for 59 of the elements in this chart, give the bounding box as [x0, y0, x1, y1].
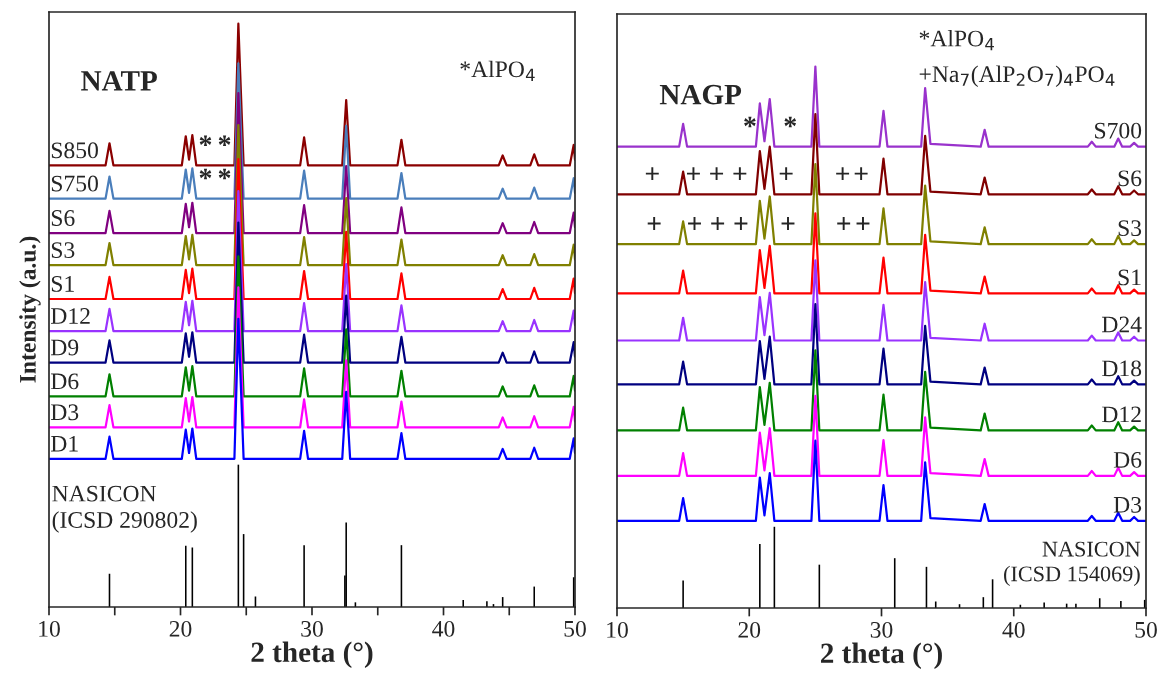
- series-label: D1: [50, 435, 78, 452]
- annotation: +: [688, 216, 701, 230]
- annotation: NASICON (ICSD 154069): [1004, 541, 1141, 586]
- annotation: +: [836, 167, 850, 181]
- annotation: +: [711, 216, 725, 230]
- series-label: S700: [1095, 122, 1142, 139]
- x-axis-title: 2 theta (°): [251, 641, 373, 669]
- annotation: +: [710, 167, 724, 181]
- series-label: S750: [51, 175, 98, 192]
- annotation: +: [686, 167, 700, 181]
- text: *AlPO$_{4}$: [919, 29, 994, 51]
- annotation: *: [784, 116, 797, 128]
- series-label: S1: [51, 276, 74, 292]
- x-tick-label: 20: [738, 621, 761, 638]
- x-tick-label: 10: [39, 620, 60, 637]
- annotation: +: [647, 216, 661, 230]
- annotation: *: [199, 135, 212, 147]
- series-label: S1: [1118, 269, 1141, 286]
- x-tick-label: 40: [432, 620, 455, 637]
- x-tick-label: 30: [870, 621, 893, 638]
- series-label: D24: [1102, 316, 1142, 333]
- series-label: S3: [51, 242, 75, 259]
- series-label: D9: [50, 339, 79, 356]
- series-label: D3: [50, 404, 79, 421]
- annotation: +: [781, 216, 795, 230]
- series-label: S3: [1118, 220, 1142, 237]
- annotation: NASICON (ICSD 290802): [52, 485, 197, 533]
- series-label: D12: [1102, 406, 1141, 423]
- series-label: S6: [1118, 170, 1142, 187]
- series-label: D12: [50, 308, 90, 324]
- text: +Na$_{7}$(AlP$_{2}$O$_{7}$)$_{4}$PO$_{4}$: [919, 65, 1115, 87]
- annotation: *: [218, 168, 231, 180]
- x-tick-label: 10: [607, 621, 628, 638]
- annotation: *AlPO$_{4}$: [460, 60, 535, 81]
- x-tick-label: 50: [1135, 621, 1157, 638]
- annotation: +: [854, 167, 868, 181]
- x-tick-label: 50: [564, 620, 586, 637]
- x-tick-label: 20: [169, 620, 192, 637]
- series-label: D6: [1113, 451, 1142, 468]
- annotation: +: [645, 167, 659, 181]
- series-label: D18: [1102, 360, 1142, 377]
- annotation: +: [837, 216, 851, 230]
- annotation: +: [856, 216, 870, 230]
- annotation: +: [779, 167, 793, 181]
- series-label: S6: [51, 210, 75, 226]
- series-label: D6: [50, 373, 79, 390]
- x-tick-label: 40: [1002, 621, 1025, 638]
- y-axis-title: Intensity (a.u.): [19, 236, 41, 383]
- chart-title: NAGP: [659, 84, 742, 105]
- annotation: *: [744, 116, 756, 128]
- series-label: D3: [1113, 496, 1142, 513]
- series-label: S850: [51, 142, 98, 159]
- annotation: *: [199, 168, 212, 180]
- text: NATP: [81, 71, 157, 91]
- annotation: +: [733, 167, 747, 181]
- x-tick-label: 30: [301, 620, 323, 637]
- annotation: +: [734, 216, 748, 230]
- annotation: *: [218, 135, 231, 147]
- x-axis-title: 2 theta (°): [821, 642, 942, 670]
